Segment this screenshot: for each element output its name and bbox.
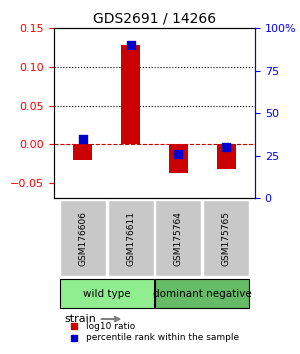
Text: GSM175765: GSM175765	[222, 211, 231, 266]
Point	[176, 151, 181, 157]
Text: percentile rank within the sample: percentile rank within the sample	[86, 333, 239, 342]
Text: strain: strain	[64, 314, 119, 324]
FancyBboxPatch shape	[108, 200, 154, 276]
Text: log10 ratio: log10 ratio	[86, 322, 135, 331]
FancyBboxPatch shape	[203, 200, 249, 276]
FancyBboxPatch shape	[60, 200, 106, 276]
Text: GSM176611: GSM176611	[126, 211, 135, 266]
FancyBboxPatch shape	[60, 279, 154, 308]
Bar	[121, 45, 140, 144]
Bar	[169, 144, 188, 173]
Text: dominant negative: dominant negative	[153, 289, 252, 299]
Bar	[73, 144, 92, 160]
Point	[128, 42, 133, 48]
Text: GSM176606: GSM176606	[78, 211, 87, 266]
Text: wild type: wild type	[83, 289, 130, 299]
Text: GSM175764: GSM175764	[174, 211, 183, 266]
Point	[224, 144, 229, 150]
Point	[80, 136, 85, 142]
FancyBboxPatch shape	[155, 200, 201, 276]
FancyBboxPatch shape	[155, 279, 249, 308]
Title: GDS2691 / 14266: GDS2691 / 14266	[93, 12, 216, 26]
Bar	[217, 144, 236, 169]
